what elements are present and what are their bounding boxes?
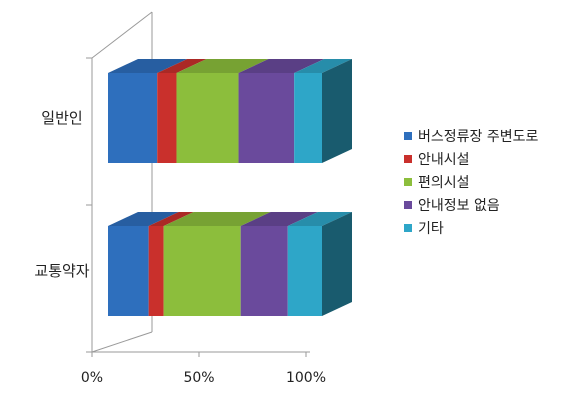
legend-swatch <box>404 224 412 232</box>
bar-segment-top <box>108 212 179 226</box>
category-label: 교통약자 <box>34 262 89 280</box>
wall-top-edge <box>91 11 153 59</box>
bar-segment-top <box>240 212 318 226</box>
legend-swatch <box>404 132 412 140</box>
floor-depth-edge <box>91 331 153 353</box>
category-label: 일반인 <box>41 109 82 127</box>
bar-segment <box>148 226 164 316</box>
bar-group-1 <box>108 59 352 163</box>
bar-segment <box>157 73 177 163</box>
bar-segment <box>240 226 288 316</box>
bar-segment-top <box>157 59 207 73</box>
bar-segment-top <box>294 59 352 73</box>
bar-segment <box>238 73 295 163</box>
bar-segment <box>108 73 158 163</box>
legend-label: 편의시설 <box>418 175 470 191</box>
bar-segment-top <box>108 59 188 73</box>
bar-segment <box>108 226 149 316</box>
bar-segment-top <box>148 212 194 226</box>
legend-label: 안내정보 없음 <box>418 198 500 214</box>
bar-group-2 <box>108 212 352 316</box>
bar-segment-top <box>176 59 269 73</box>
bar-segment <box>163 226 241 316</box>
x-tick-label: 100% <box>286 370 326 386</box>
bar-side-face <box>322 59 352 163</box>
bar-segment-top <box>238 59 325 73</box>
bar-segment <box>294 73 322 163</box>
bar-side-face <box>322 212 352 316</box>
bar-segment-top <box>163 212 271 226</box>
bar-segment <box>176 73 239 163</box>
x-tick-label: 0% <box>81 370 103 386</box>
bar-segment-top <box>287 212 352 226</box>
legend-label: 버스정류장 주변도로 <box>418 129 538 145</box>
legend-swatch <box>404 155 412 163</box>
legend-swatch <box>404 178 412 186</box>
bars-group <box>108 59 352 316</box>
bar-segment <box>287 226 322 316</box>
x-tick-label: 50% <box>183 370 214 386</box>
legend-swatch <box>404 201 412 209</box>
legend-label: 기타 <box>418 221 444 237</box>
legend-label: 안내시설 <box>418 152 470 168</box>
